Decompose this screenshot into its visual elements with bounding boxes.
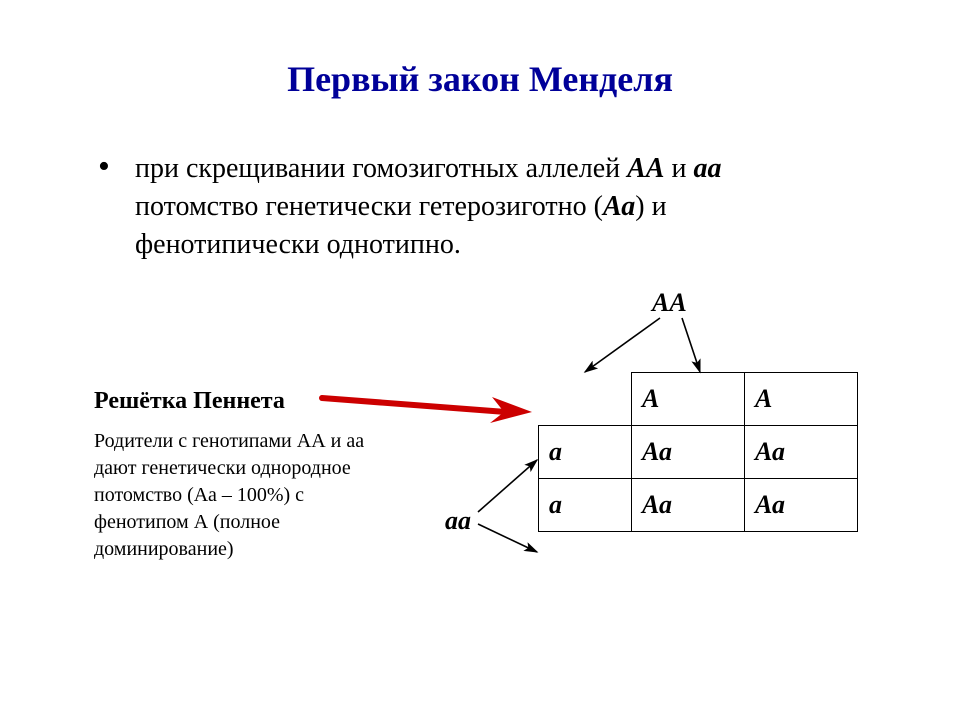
- arrow-icon: [478, 460, 537, 512]
- slide: Первый закон Менделя • при скрещивании г…: [0, 0, 960, 720]
- punnett-cell: Аа: [745, 426, 858, 479]
- arrow-icon: [682, 318, 700, 372]
- bullet-line2b: ) и: [635, 191, 666, 222]
- parent-AA-label: АА: [652, 288, 687, 318]
- punnett-cell: Аа: [745, 479, 858, 532]
- punnett-heading: Решётка Пеннета: [94, 388, 285, 415]
- bullet-em-Aa: Аа: [603, 191, 635, 222]
- punnett-description: Родители с генотипами АА и аа дают генет…: [94, 428, 374, 563]
- punnett-col-A2: А: [745, 373, 858, 426]
- bullet-line1b: и: [664, 153, 693, 184]
- arrow-icon: [478, 524, 537, 552]
- table-row: а Аа Аа: [539, 479, 858, 532]
- table-row: А А: [539, 373, 858, 426]
- slide-title: Первый закон Менделя: [0, 58, 960, 100]
- bullet-line1a: при скрещивании гомозиготных аллелей: [135, 153, 627, 184]
- bullet-em-AA: АА: [627, 153, 664, 184]
- red-arrow-icon: [322, 397, 532, 423]
- punnett-row-a1: а: [539, 426, 632, 479]
- bullet-line3: фенотипически однотипно.: [135, 229, 461, 260]
- punnett-square: А А а Аа Аа а Аа Аа: [538, 372, 858, 532]
- table-row: а Аа Аа: [539, 426, 858, 479]
- parent-aa-label: аа: [445, 506, 471, 536]
- bullet-dot: •: [98, 150, 110, 184]
- punnett-cell: Аа: [632, 426, 745, 479]
- bullet-em-aa: аа: [693, 153, 721, 184]
- punnett-row-a2: а: [539, 479, 632, 532]
- bullet-text: при скрещивании гомозиготных аллелей АА …: [135, 150, 875, 264]
- punnett-empty-cell: [539, 373, 632, 426]
- bullet-line2a: потомство генетически гетерозиготно (: [135, 191, 603, 222]
- punnett-col-A1: А: [632, 373, 745, 426]
- arrows-overlay: [0, 0, 960, 720]
- punnett-cell: Аа: [632, 479, 745, 532]
- arrow-icon: [585, 318, 660, 372]
